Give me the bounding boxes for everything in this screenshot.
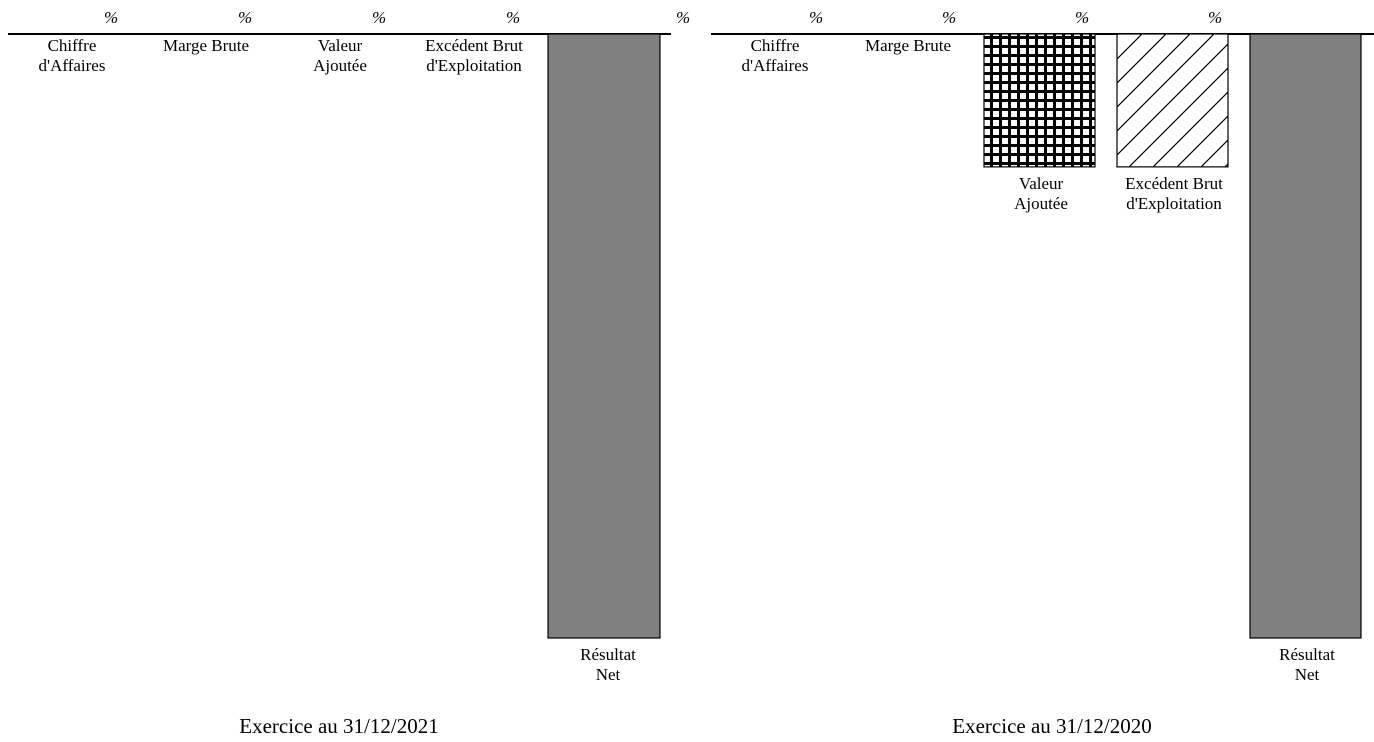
chart-2021-category-label: Marge Brute <box>163 36 249 55</box>
chart-2021-category-label: Chiffre d'Affaires <box>39 36 106 75</box>
chart-2020-bar-2 <box>983 33 1096 168</box>
chart-2020-unit-marker: % <box>809 8 823 27</box>
chart-2021-unit-marker: % <box>506 8 520 27</box>
chart-2020-title: Exercice au 31/12/2020 <box>952 714 1151 738</box>
chart-2021-category-label: Excédent Brut d'Exploitation <box>425 36 523 75</box>
chart-2020-unit-marker: % <box>1208 8 1222 27</box>
chart-2021-unit-markers: %%%%% <box>104 8 520 27</box>
chart-2020-bar-3 <box>1116 33 1229 168</box>
chart-2020-unit-markers: %%%%% <box>676 8 1222 27</box>
chart-2020-category-label: Valeur Ajoutée <box>1014 174 1068 213</box>
chart-2021-unit-marker: % <box>372 8 386 27</box>
chart-2020-category-label: Excédent Brut d'Exploitation <box>1125 174 1223 213</box>
chart-2020-category-labels: Chiffre d'Affaires Marge Brute Valeur Ajouté… <box>742 36 1336 684</box>
chart-2020-unit-marker: % <box>676 8 690 27</box>
chart-2020-unit-marker: % <box>942 8 956 27</box>
chart-2021-category-label: Valeur Ajoutée <box>313 36 367 75</box>
chart-2021-unit-marker: % <box>104 8 118 27</box>
chart-2021-category-label: Résultat Net <box>580 645 636 684</box>
chart-2020-category-label: Marge Brute <box>865 36 951 55</box>
chart-2020-category-label: Résultat Net <box>1279 645 1335 684</box>
chart-2020-unit-marker: % <box>1075 8 1089 27</box>
chart-2021-title: Exercice au 31/12/2021 <box>239 714 438 738</box>
chart-2021-bar-4 <box>547 33 661 639</box>
chart-2021-category-labels: Chiffre d'Affaires Marge Brute Valeur Ajouté… <box>39 36 637 684</box>
chart-2021-unit-marker: % <box>238 8 252 27</box>
chart-2020-bar-4 <box>1249 33 1362 639</box>
chart-2020-bars <box>983 33 1362 639</box>
chart-2020-category-label: Chiffre d'Affaires <box>742 36 809 75</box>
chart-2020: %%%%% Chiffre d'Affaires Marge Brute Valeur… <box>676 8 1374 738</box>
chart-2021-bars <box>547 33 661 639</box>
